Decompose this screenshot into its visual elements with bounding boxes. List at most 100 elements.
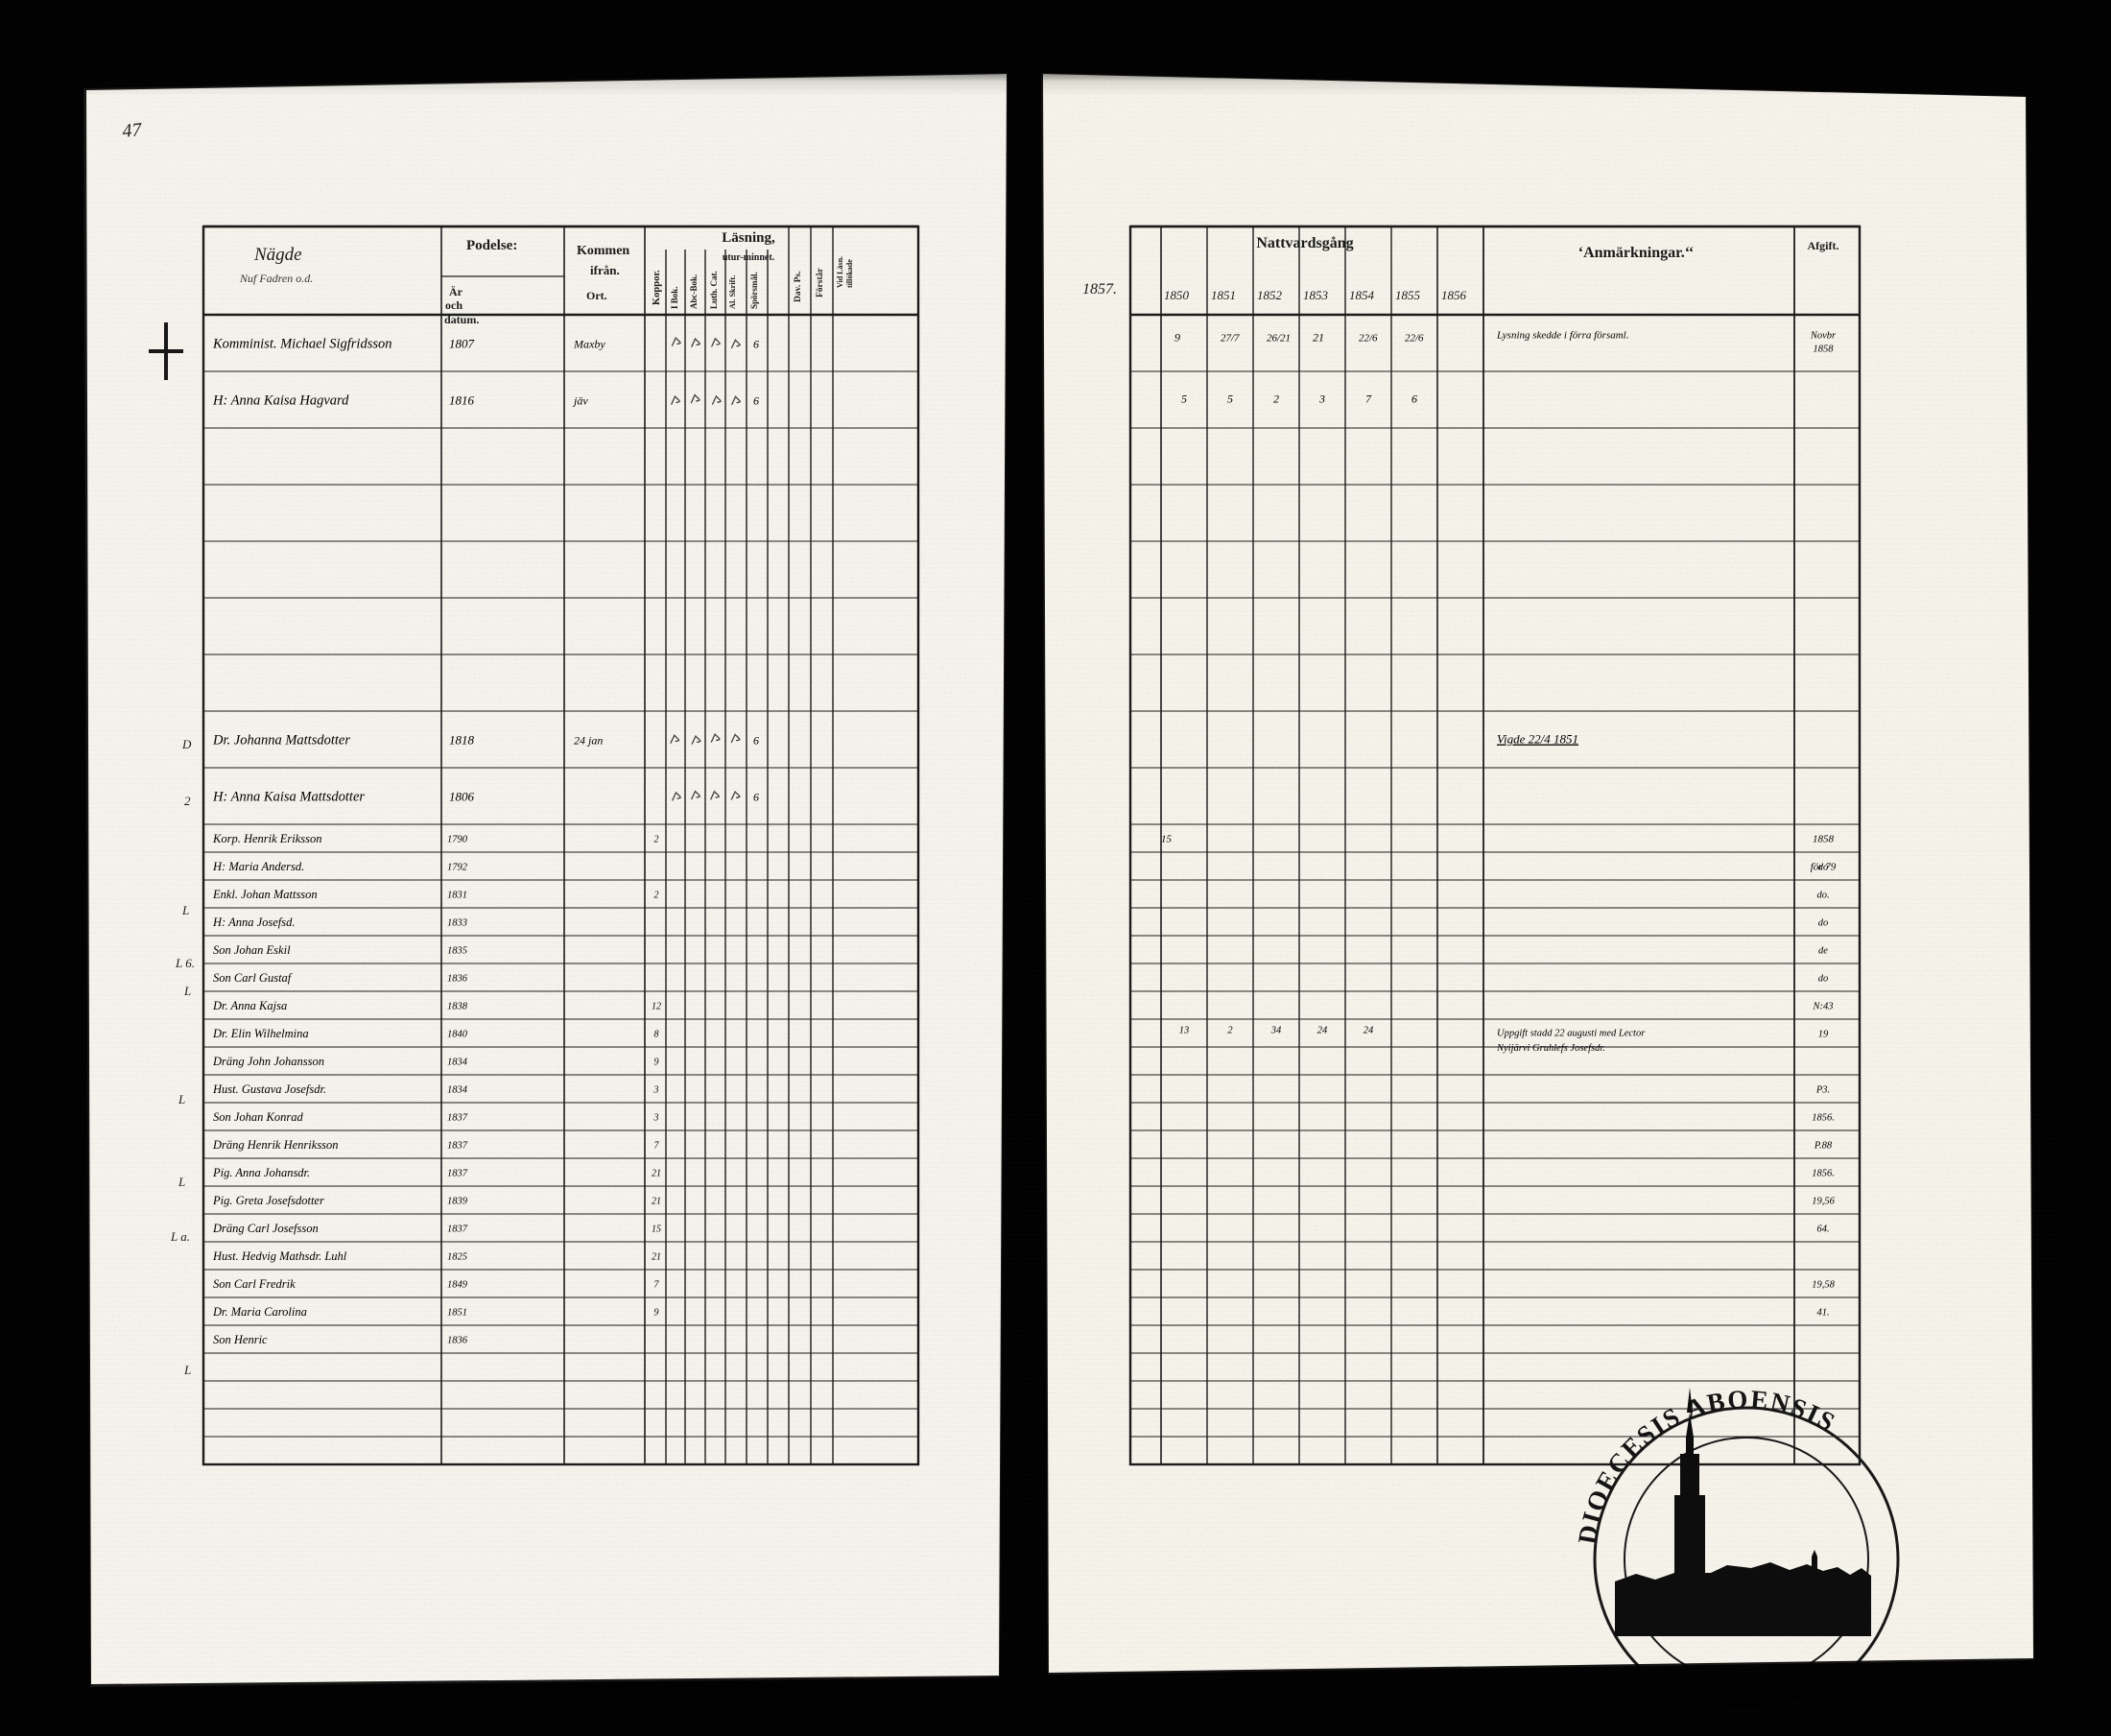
svg-text:Son Johan Eskil: Son Johan Eskil [213,943,291,957]
svg-text:och: och [445,298,463,312]
svg-text:Lysning skedde i förra församl: Lysning skedde i förra församl. [1496,330,1628,342]
svg-text:1790: 1790 [447,835,468,845]
svg-text:Kommen: Kommen [577,244,629,258]
svg-text:Förstår: Förstår [815,268,825,297]
svg-text:6: 6 [753,734,759,748]
svg-text:1839: 1839 [447,1197,468,1207]
svg-text:Dr. Elin Wilhelmina: Dr. Elin Wilhelmina [212,1027,309,1040]
svg-text:34: 34 [1270,1026,1282,1036]
svg-text:24: 24 [1364,1026,1374,1036]
svg-text:do: do [1818,918,1829,929]
svg-text:Hust. Gustava Josefsdr.: Hust. Gustava Josefsdr. [212,1082,326,1096]
svg-text:21: 21 [652,1169,661,1179]
svg-text:Korp. Henrik Eriksson: Korp. Henrik Eriksson [212,832,322,845]
svg-text:22/6: 22/6 [1359,333,1378,345]
svg-text:L: L [183,984,191,998]
svg-text:21: 21 [1313,331,1324,345]
svg-text:Är: Är [449,285,463,298]
svg-text:1849: 1849 [447,1280,468,1291]
svg-text:15: 15 [652,1225,661,1235]
svg-text:1852: 1852 [1257,288,1283,302]
svg-text:Maxby: Maxby [573,338,605,351]
svg-text:1834: 1834 [447,1058,468,1068]
svg-text:19,58: 19,58 [1812,1280,1835,1291]
svg-text:1857.: 1857. [1082,281,1117,297]
svg-text:64.: 64. [1816,1225,1829,1235]
svg-text:‘Anmärkningar.‘‘: ‘Anmärkningar.‘‘ [1578,245,1694,261]
svg-text:2: 2 [1273,392,1279,406]
svg-text:6: 6 [753,338,759,351]
svg-text:H: Anna Kaisa Mattsdotter: H: Anna Kaisa Mattsdotter [212,790,365,805]
svg-text:tillökade: tillökade [845,259,854,288]
svg-text:L: L [178,1092,185,1106]
svg-text:Son Johan Konrad: Son Johan Konrad [213,1110,304,1124]
svg-text:Enkl. Johan Mattsson: Enkl. Johan Mattsson [212,888,318,901]
svg-text:Son Carl Fredrik: Son Carl Fredrik [213,1277,296,1291]
svg-text:1807: 1807 [449,337,475,351]
svg-text:Luth. Cat.: Luth. Cat. [709,271,719,309]
svg-text:24 jan: 24 jan [574,734,603,748]
svg-text:2: 2 [1227,1026,1233,1036]
svg-text:Son Carl Gustaf: Son Carl Gustaf [213,971,293,985]
svg-text:5: 5 [1181,392,1187,406]
svg-text:9: 9 [654,1058,659,1068]
svg-text:Dräng John Johansson: Dräng John Johansson [212,1055,324,1068]
svg-text:1856: 1856 [1441,288,1467,302]
svg-text:2: 2 [654,835,659,845]
svg-text:1856.: 1856. [1812,1169,1835,1179]
svg-text:Dräng Carl Josefsson: Dräng Carl Josefsson [212,1222,319,1235]
svg-text:Komminist. Michael Sigfridsson: Komminist. Michael Sigfridsson [212,337,392,352]
svg-text:Nägde: Nägde [253,245,302,265]
svg-text:6: 6 [753,394,759,408]
svg-text:22/6: 22/6 [1405,333,1424,345]
svg-text:Dräng Henrik Henriksson: Dräng Henrik Henriksson [212,1138,339,1152]
svg-text:P3.: P3. [1815,1085,1830,1096]
svg-text:L: L [183,1363,191,1377]
svg-text:21: 21 [652,1252,661,1263]
svg-text:do: do [1818,863,1829,873]
svg-text:Podelse:: Podelse: [466,238,517,253]
svg-text:jäv: jäv [572,394,588,408]
svg-text:1816: 1816 [449,393,475,408]
svg-text:1837: 1837 [447,1141,468,1152]
svg-text:6: 6 [753,791,759,804]
svg-text:utur-minnet.: utur-minnet. [723,252,775,263]
svg-text:2: 2 [184,794,191,808]
svg-text:12: 12 [652,1002,661,1012]
svg-text:8: 8 [654,1030,659,1040]
svg-text:L a.: L a. [170,1229,190,1244]
svg-text:1855: 1855 [1395,288,1421,302]
svg-text:Pig. Anna Johansdr.: Pig. Anna Johansdr. [212,1166,310,1179]
svg-text:1853: 1853 [1303,288,1329,302]
svg-text:do.: do. [1816,891,1829,901]
svg-text:Spörsmål.: Spörsmål. [749,272,759,309]
svg-text:Ort.: Ort. [586,289,607,302]
svg-text:Vid Läsn.: Vid Läsn. [836,256,844,288]
svg-text:1836: 1836 [447,974,468,985]
svg-text:Pig. Greta Josefsdotter: Pig. Greta Josefsdotter [212,1194,324,1207]
svg-text:1818: 1818 [449,733,475,748]
svg-text:do: do [1818,974,1829,985]
svg-text:24: 24 [1317,1026,1328,1036]
svg-text:Afgift.: Afgift. [1808,239,1839,252]
svg-text:3: 3 [653,1113,659,1124]
svg-text:19,56: 19,56 [1812,1197,1835,1207]
svg-text:1858: 1858 [1813,834,1835,845]
svg-text:26/21: 26/21 [1267,333,1291,345]
svg-text:Dr. Johanna Mattsdotter: Dr. Johanna Mattsdotter [212,733,350,749]
svg-text:1851: 1851 [447,1308,467,1319]
svg-text:H: Anna Kaisa Hagvard: H: Anna Kaisa Hagvard [212,393,349,409]
svg-text:1858: 1858 [1814,345,1835,355]
svg-text:5: 5 [1227,392,1233,406]
svg-text:N:43: N:43 [1813,1002,1834,1012]
svg-text:P.88: P.88 [1814,1141,1833,1152]
svg-text:ifrån.: ifrån. [590,263,620,277]
svg-text:Dr. Maria Carolina: Dr. Maria Carolina [212,1305,307,1319]
svg-text:1831: 1831 [447,891,467,901]
svg-text:27/7: 27/7 [1221,333,1240,345]
svg-text:Al. Skrift.: Al. Skrift. [728,275,737,309]
svg-text:1854: 1854 [1349,288,1375,302]
svg-text:19: 19 [1818,1030,1829,1040]
svg-text:D: D [181,737,192,751]
svg-text:21: 21 [652,1197,661,1207]
